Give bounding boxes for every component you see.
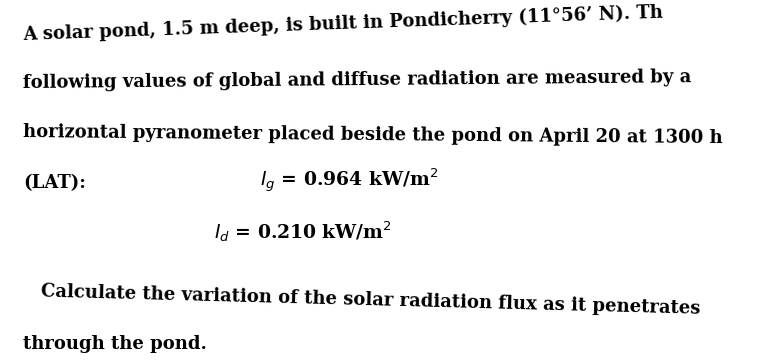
Text: A solar pond, 1.5 m deep, is built in Pondicherry (11°56’ N). Th: A solar pond, 1.5 m deep, is built in Po… bbox=[23, 3, 664, 43]
Text: following values of global and diffuse radiation are measured by a: following values of global and diffuse r… bbox=[23, 68, 691, 92]
Text: (LAT):: (LAT): bbox=[23, 174, 86, 192]
Text: $I_d$ = 0.210 kW/m$^2$: $I_d$ = 0.210 kW/m$^2$ bbox=[214, 219, 392, 244]
Text: Calculate the variation of the solar radiation flux as it penetrates: Calculate the variation of the solar rad… bbox=[22, 282, 701, 318]
Text: $I_g$ = 0.964 kW/m$^2$: $I_g$ = 0.964 kW/m$^2$ bbox=[260, 167, 439, 194]
Text: horizontal pyranometer placed beside the pond on April 20 at 1300 h: horizontal pyranometer placed beside the… bbox=[23, 123, 723, 147]
Text: through the pond.: through the pond. bbox=[23, 335, 207, 353]
